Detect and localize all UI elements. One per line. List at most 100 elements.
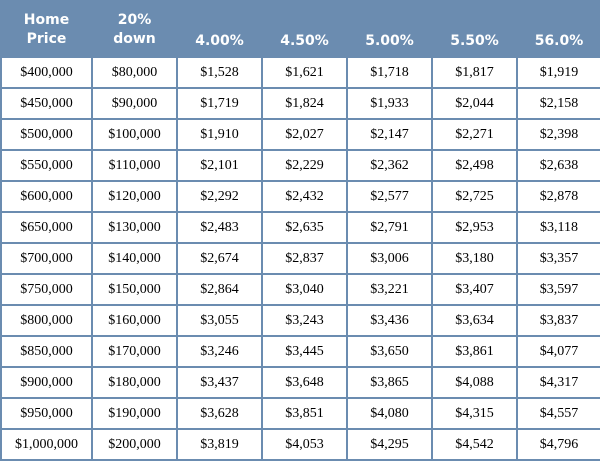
cell-rate-4-00: $3,819 (176, 428, 263, 461)
table-row: $450,000 $90,000 $1,719 $1,824 $1,933 $2,044 $… (0, 87, 600, 120)
table-row: $650,000 $130,000 $2,483 $2,635 $2,791 $2,953… (0, 211, 600, 244)
cell-rate-4-00: $1,719 (176, 87, 263, 120)
header-row: Home Price 20% down 4.00% 4.50% 5.00% 5.… (0, 0, 600, 58)
table-row: $1,000,000 $200,000 $3,819 $4,053 $4,295 $4,5… (0, 428, 600, 461)
cell-rate-5-50: $3,861 (431, 335, 518, 368)
cell-rate-4-50: $3,243 (261, 304, 348, 337)
cell-rate-5-50: $3,180 (431, 242, 518, 275)
cell-rate-5-00: $3,221 (346, 273, 433, 306)
cell-rate-5-50: $3,634 (431, 304, 518, 337)
cell-home-price: $1,000,000 (0, 428, 93, 461)
header-rate-4-00: 4.00% (176, 0, 263, 58)
cell-down-payment: $100,000 (91, 118, 178, 151)
cell-home-price: $600,000 (0, 180, 93, 213)
header-home-price-line-1: Home (23, 12, 70, 28)
cell-home-price: $700,000 (0, 242, 93, 275)
header-rate-4-50: 4.50% (261, 0, 348, 58)
cell-rate-4-00: $2,101 (176, 149, 263, 182)
cell-rate-4-00: $1,910 (176, 118, 263, 151)
cell-rate-5-50: $4,315 (431, 397, 518, 430)
cell-rate-56-0: $3,837 (516, 304, 600, 337)
cell-rate-4-50: $3,040 (261, 273, 348, 306)
cell-home-price: $500,000 (0, 118, 93, 151)
header-home-price: Home Price (0, 0, 93, 58)
cell-rate-56-0: $4,557 (516, 397, 600, 430)
cell-rate-4-00: $2,674 (176, 242, 263, 275)
table-row: $950,000 $190,000 $3,628 $3,851 $4,080 $4,315… (0, 397, 600, 430)
cell-rate-56-0: $4,077 (516, 335, 600, 368)
cell-rate-5-50: $2,271 (431, 118, 518, 151)
cell-home-price: $800,000 (0, 304, 93, 337)
cell-down-payment: $110,000 (91, 149, 178, 182)
cell-home-price: $450,000 (0, 87, 93, 120)
header-rate-5-50: 5.50% (431, 0, 518, 58)
header-rate-5-00: 5.00% (346, 0, 433, 58)
header-down-payment: 20% down (91, 0, 178, 58)
cell-down-payment: $140,000 (91, 242, 178, 275)
cell-rate-5-00: $2,791 (346, 211, 433, 244)
cell-rate-5-00: $2,147 (346, 118, 433, 151)
cell-rate-4-50: $3,851 (261, 397, 348, 430)
cell-home-price: $950,000 (0, 397, 93, 430)
cell-rate-5-50: $4,542 (431, 428, 518, 461)
cell-rate-5-50: $2,044 (431, 87, 518, 120)
cell-down-payment: $90,000 (91, 87, 178, 120)
table-row: $850,000 $170,000 $3,246 $3,445 $3,650 $3,861… (0, 335, 600, 368)
cell-rate-5-50: $4,088 (431, 366, 518, 399)
header-rate-56-0: 56.0% (516, 0, 600, 58)
table-row: $600,000 $120,000 $2,292 $2,432 $2,577 $2,725… (0, 180, 600, 213)
cell-down-payment: $80,000 (91, 56, 178, 89)
cell-rate-4-00: $3,246 (176, 335, 263, 368)
cell-down-payment: $190,000 (91, 397, 178, 430)
cell-down-payment: $130,000 (91, 211, 178, 244)
cell-rate-4-00: $1,528 (176, 56, 263, 89)
cell-home-price: $550,000 (0, 149, 93, 182)
table-row: $700,000 $140,000 $2,674 $2,837 $3,006 $3,180… (0, 242, 600, 275)
cell-rate-56-0: $3,118 (516, 211, 600, 244)
cell-rate-5-00: $2,362 (346, 149, 433, 182)
table-row: $800,000 $160,000 $3,055 $3,243 $3,436 $3,634… (0, 304, 600, 337)
cell-rate-4-50: $3,648 (261, 366, 348, 399)
table-body: $400,000 $80,000 $1,528 $1,621 $1,718 $1,817 $… (0, 56, 600, 461)
cell-home-price: $400,000 (0, 56, 93, 89)
cell-rate-5-50: $2,953 (431, 211, 518, 244)
cell-rate-5-00: $3,650 (346, 335, 433, 368)
cell-rate-56-0: $2,398 (516, 118, 600, 151)
cell-rate-4-50: $1,621 (261, 56, 348, 89)
cell-rate-5-50: $2,498 (431, 149, 518, 182)
cell-home-price: $850,000 (0, 335, 93, 368)
cell-rate-5-00: $3,006 (346, 242, 433, 275)
cell-rate-4-00: $2,864 (176, 273, 263, 306)
header-down-payment-line-2: down (113, 31, 156, 47)
cell-rate-5-00: $1,718 (346, 56, 433, 89)
cell-rate-56-0: $2,638 (516, 149, 600, 182)
cell-down-payment: $150,000 (91, 273, 178, 306)
cell-rate-4-50: $2,837 (261, 242, 348, 275)
cell-rate-4-00: $2,292 (176, 180, 263, 213)
cell-home-price: $650,000 (0, 211, 93, 244)
cell-rate-56-0: $2,878 (516, 180, 600, 213)
cell-rate-5-00: $4,295 (346, 428, 433, 461)
cell-rate-4-00: $3,055 (176, 304, 263, 337)
cell-rate-5-50: $3,407 (431, 273, 518, 306)
cell-rate-5-50: $1,817 (431, 56, 518, 89)
cell-home-price: $750,000 (0, 273, 93, 306)
table-row: $500,000 $100,000 $1,910 $2,027 $2,147 $2,271… (0, 118, 600, 151)
cell-rate-5-00: $1,933 (346, 87, 433, 120)
cell-rate-4-50: $3,445 (261, 335, 348, 368)
cell-down-payment: $170,000 (91, 335, 178, 368)
cell-rate-56-0: $2,158 (516, 87, 600, 120)
cell-rate-4-50: $4,053 (261, 428, 348, 461)
cell-rate-5-00: $3,436 (346, 304, 433, 337)
cell-rate-56-0: $3,357 (516, 242, 600, 275)
cell-home-price: $900,000 (0, 366, 93, 399)
header-home-price-line-2: Price (26, 31, 67, 47)
cell-rate-4-50: $2,229 (261, 149, 348, 182)
table-row: $900,000 $180,000 $3,437 $3,648 $3,865 $4,088… (0, 366, 600, 399)
cell-rate-4-50: $2,027 (261, 118, 348, 151)
cell-rate-5-00: $4,080 (346, 397, 433, 430)
cell-rate-56-0: $4,796 (516, 428, 600, 461)
cell-rate-4-00: $2,483 (176, 211, 263, 244)
cell-rate-4-50: $2,432 (261, 180, 348, 213)
